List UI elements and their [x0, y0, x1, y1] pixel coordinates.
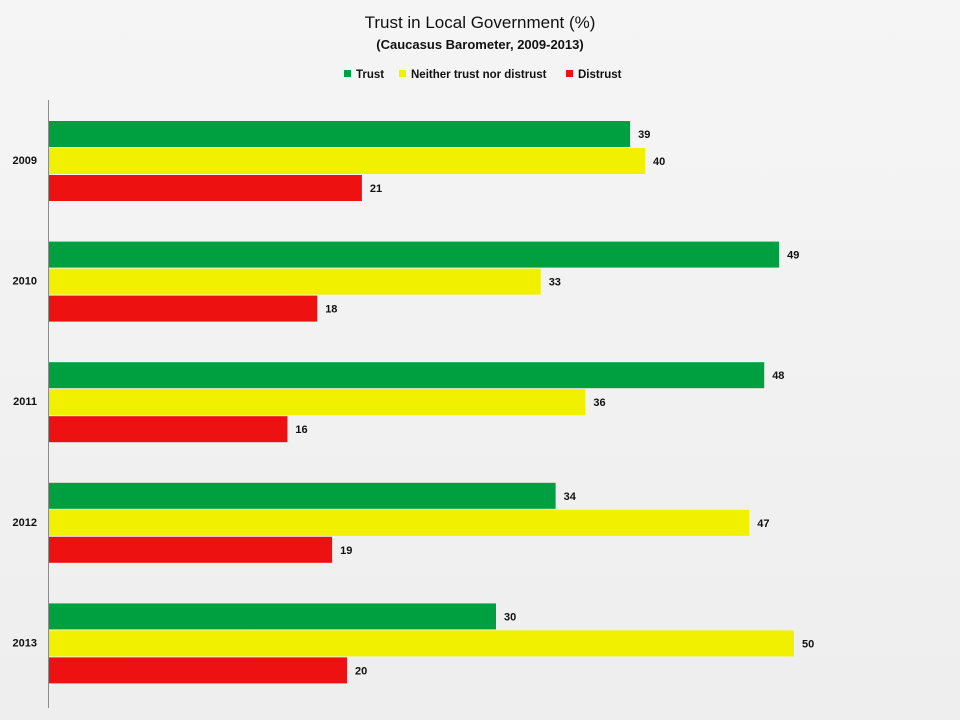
category-label-2011: 2011 — [13, 396, 37, 408]
legend-swatch-trust — [344, 70, 351, 77]
value-label-2009-neither-trust-nor-distrust: 40 — [653, 156, 665, 168]
bar-2009-distrust — [49, 175, 362, 201]
chart-title: Trust in Local Government (%) — [365, 13, 596, 32]
value-label-2010-distrust: 18 — [325, 304, 337, 316]
bar-2011-distrust — [49, 416, 288, 443]
value-label-2010-neither-trust-nor-distrust: 33 — [549, 277, 561, 289]
bar-2012-distrust — [49, 536, 333, 563]
legend-swatch-distrust — [566, 70, 573, 77]
bar-2009-neither-trust-nor-distrust — [49, 148, 645, 174]
bar-2010-neither-trust-nor-distrust — [49, 268, 541, 295]
legend: Trust Neither trust nor distrust Distrust — [344, 69, 622, 81]
category-label-2012: 2012 — [13, 517, 37, 529]
bar-2010-trust — [49, 241, 780, 268]
value-label-2013-neither-trust-nor-distrust: 50 — [802, 638, 814, 650]
chart-subtitle: (Caucasus Barometer, 2009-2013) — [376, 37, 583, 52]
bar-2013-neither-trust-nor-distrust — [49, 630, 794, 657]
value-label-2011-neither-trust-nor-distrust: 36 — [593, 397, 605, 409]
category-label-2013: 2013 — [13, 637, 37, 649]
value-label-2010-trust: 49 — [787, 250, 799, 262]
legend-label-distrust: Distrust — [578, 69, 622, 81]
legend-label-trust: Trust — [356, 69, 384, 81]
value-label-2013-distrust: 20 — [355, 665, 367, 677]
value-label-2009-distrust: 21 — [370, 183, 382, 195]
legend-swatch-neither-trust-nor-distrust — [399, 70, 406, 77]
bar-2011-trust — [49, 362, 765, 389]
category-label-2009: 2009 — [13, 155, 37, 167]
bars-group: 2009 39 40 21 2010 49 33 18 2011 48 36 16 2012 34 47 19… — [13, 121, 814, 684]
value-label-2012-trust: 34 — [564, 491, 577, 503]
bar-2012-neither-trust-nor-distrust — [49, 509, 750, 536]
category-label-2010: 2010 — [13, 276, 37, 288]
bar-2010-distrust — [49, 295, 318, 322]
legend-label-neither-trust-nor-distrust: Neither trust nor distrust — [411, 69, 547, 81]
bar-2012-trust — [49, 482, 556, 509]
value-label-2009-trust: 39 — [638, 129, 650, 141]
value-label-2011-distrust: 16 — [295, 424, 307, 436]
bar-2013-trust — [49, 603, 496, 630]
bar-2013-distrust — [49, 657, 347, 684]
bar-2009-trust — [49, 121, 631, 147]
value-label-2012-neither-trust-nor-distrust: 47 — [757, 518, 769, 530]
value-label-2012-distrust: 19 — [340, 545, 352, 557]
value-label-2013-trust: 30 — [504, 611, 516, 623]
value-label-2011-trust: 48 — [772, 370, 784, 382]
bar-2011-neither-trust-nor-distrust — [49, 389, 586, 416]
